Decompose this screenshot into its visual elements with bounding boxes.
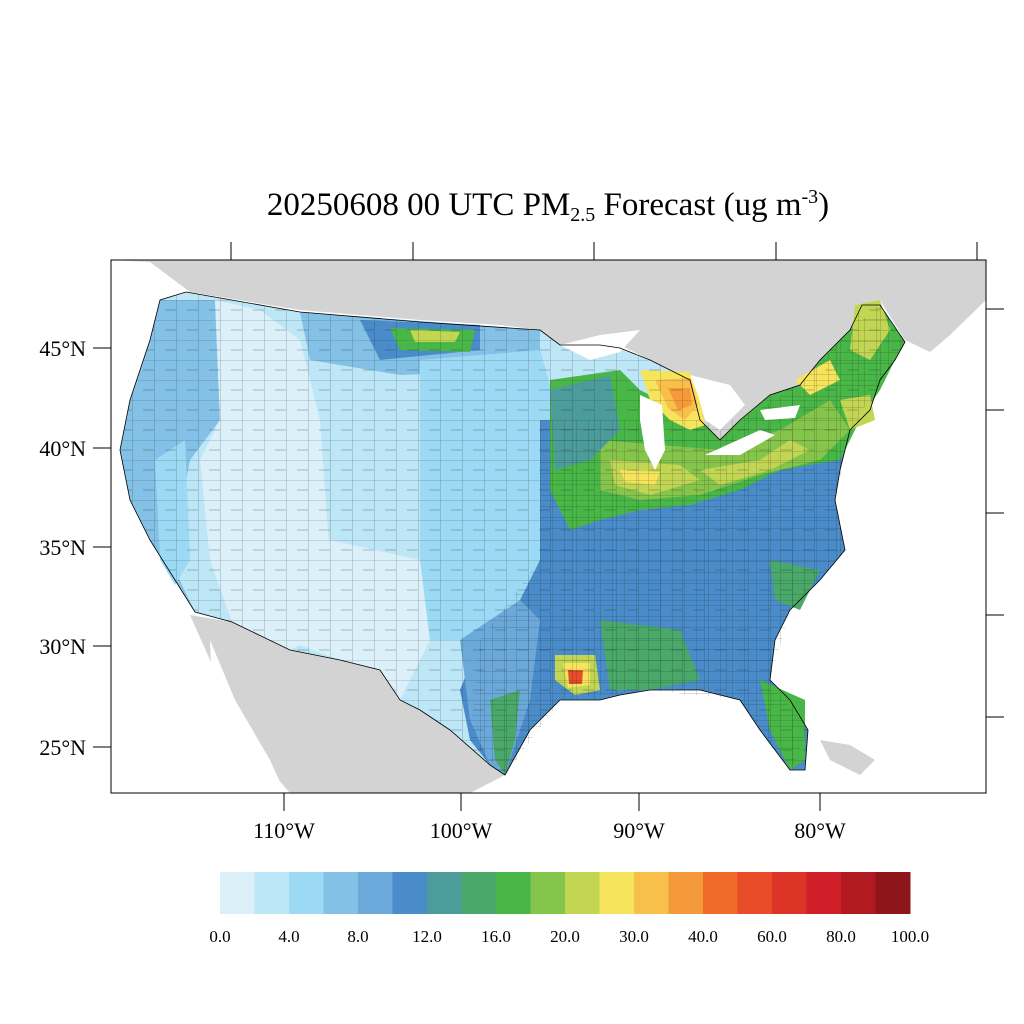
colorbar-tick-label: 4.0: [278, 927, 299, 946]
colorbar-swatch: [289, 872, 324, 914]
colorbar-swatch: [496, 872, 531, 914]
colorbar-swatch: [875, 872, 911, 914]
top-ticks: [230, 242, 978, 260]
colorbar-swatch: [772, 872, 807, 914]
colorbar-tick-label: 0.0: [209, 927, 230, 946]
lon-label-110: 110°W: [253, 818, 315, 843]
mexico-land: [190, 615, 505, 793]
colorbar-swatch: [427, 872, 462, 914]
colorbar-tick-label: 40.0: [688, 927, 718, 946]
lat-label-30: 30°N: [39, 634, 86, 659]
lat-label-35: 35°N: [39, 535, 86, 560]
colorbar-swatch: [634, 872, 669, 914]
colorbar-swatch: [323, 872, 359, 914]
lake-erie: [705, 430, 775, 455]
colorbar-swatch: [599, 872, 635, 914]
map-frame: [110, 259, 987, 794]
lat-label-25: 25°N: [39, 735, 86, 760]
colorbar-labels: 0.0 4.0 8.0 12.0 16.0 20.0 30.0 40.0 60.0 80.0 100…: [209, 927, 929, 946]
lake-huron: [690, 375, 745, 430]
lake-ontario: [760, 405, 800, 420]
right-ticks: [986, 308, 1004, 718]
colorbar-swatch: [220, 872, 255, 914]
lon-label-90: 90°W: [613, 818, 665, 843]
colorbar-tick-label: 8.0: [347, 927, 368, 946]
colorbar-swatch: [737, 872, 773, 914]
colorbar-tick-label: 20.0: [550, 927, 580, 946]
colorbar-swatch: [703, 872, 738, 914]
colorbar-swatch: [358, 872, 393, 914]
colorbar-swatch: [461, 872, 497, 914]
bottom-ticks: [283, 793, 821, 811]
lake-michigan: [640, 395, 665, 470]
colorbar-tick-label: 30.0: [619, 927, 649, 946]
lon-label-80: 80°W: [794, 818, 846, 843]
colorbar-tick-label: 80.0: [826, 927, 856, 946]
colorbar-tick-label: 100.0: [891, 927, 929, 946]
colorbar: [220, 872, 911, 914]
map-area: [111, 260, 986, 793]
lat-label-40: 40°N: [39, 436, 86, 461]
colorbar-swatch: [841, 872, 876, 914]
colorbar-swatch: [565, 872, 600, 914]
colorbar-swatch: [392, 872, 428, 914]
colorbar-tick-label: 16.0: [481, 927, 511, 946]
canada-land: [111, 260, 986, 440]
map-title: 20250608 00 UTC PM2.5 Forecast (ug m-3): [266, 186, 830, 226]
left-ticks: [93, 347, 111, 748]
lat-label-45: 45°N: [39, 336, 86, 361]
colorbar-swatch: [254, 872, 290, 914]
colorbar-swatch: [530, 872, 566, 914]
colorbar-tick-label: 60.0: [757, 927, 787, 946]
colorbar-swatch: [806, 872, 842, 914]
colorbar-swatch: [668, 872, 704, 914]
colorbar-tick-label: 12.0: [412, 927, 442, 946]
lon-label-100: 100°W: [430, 818, 493, 843]
